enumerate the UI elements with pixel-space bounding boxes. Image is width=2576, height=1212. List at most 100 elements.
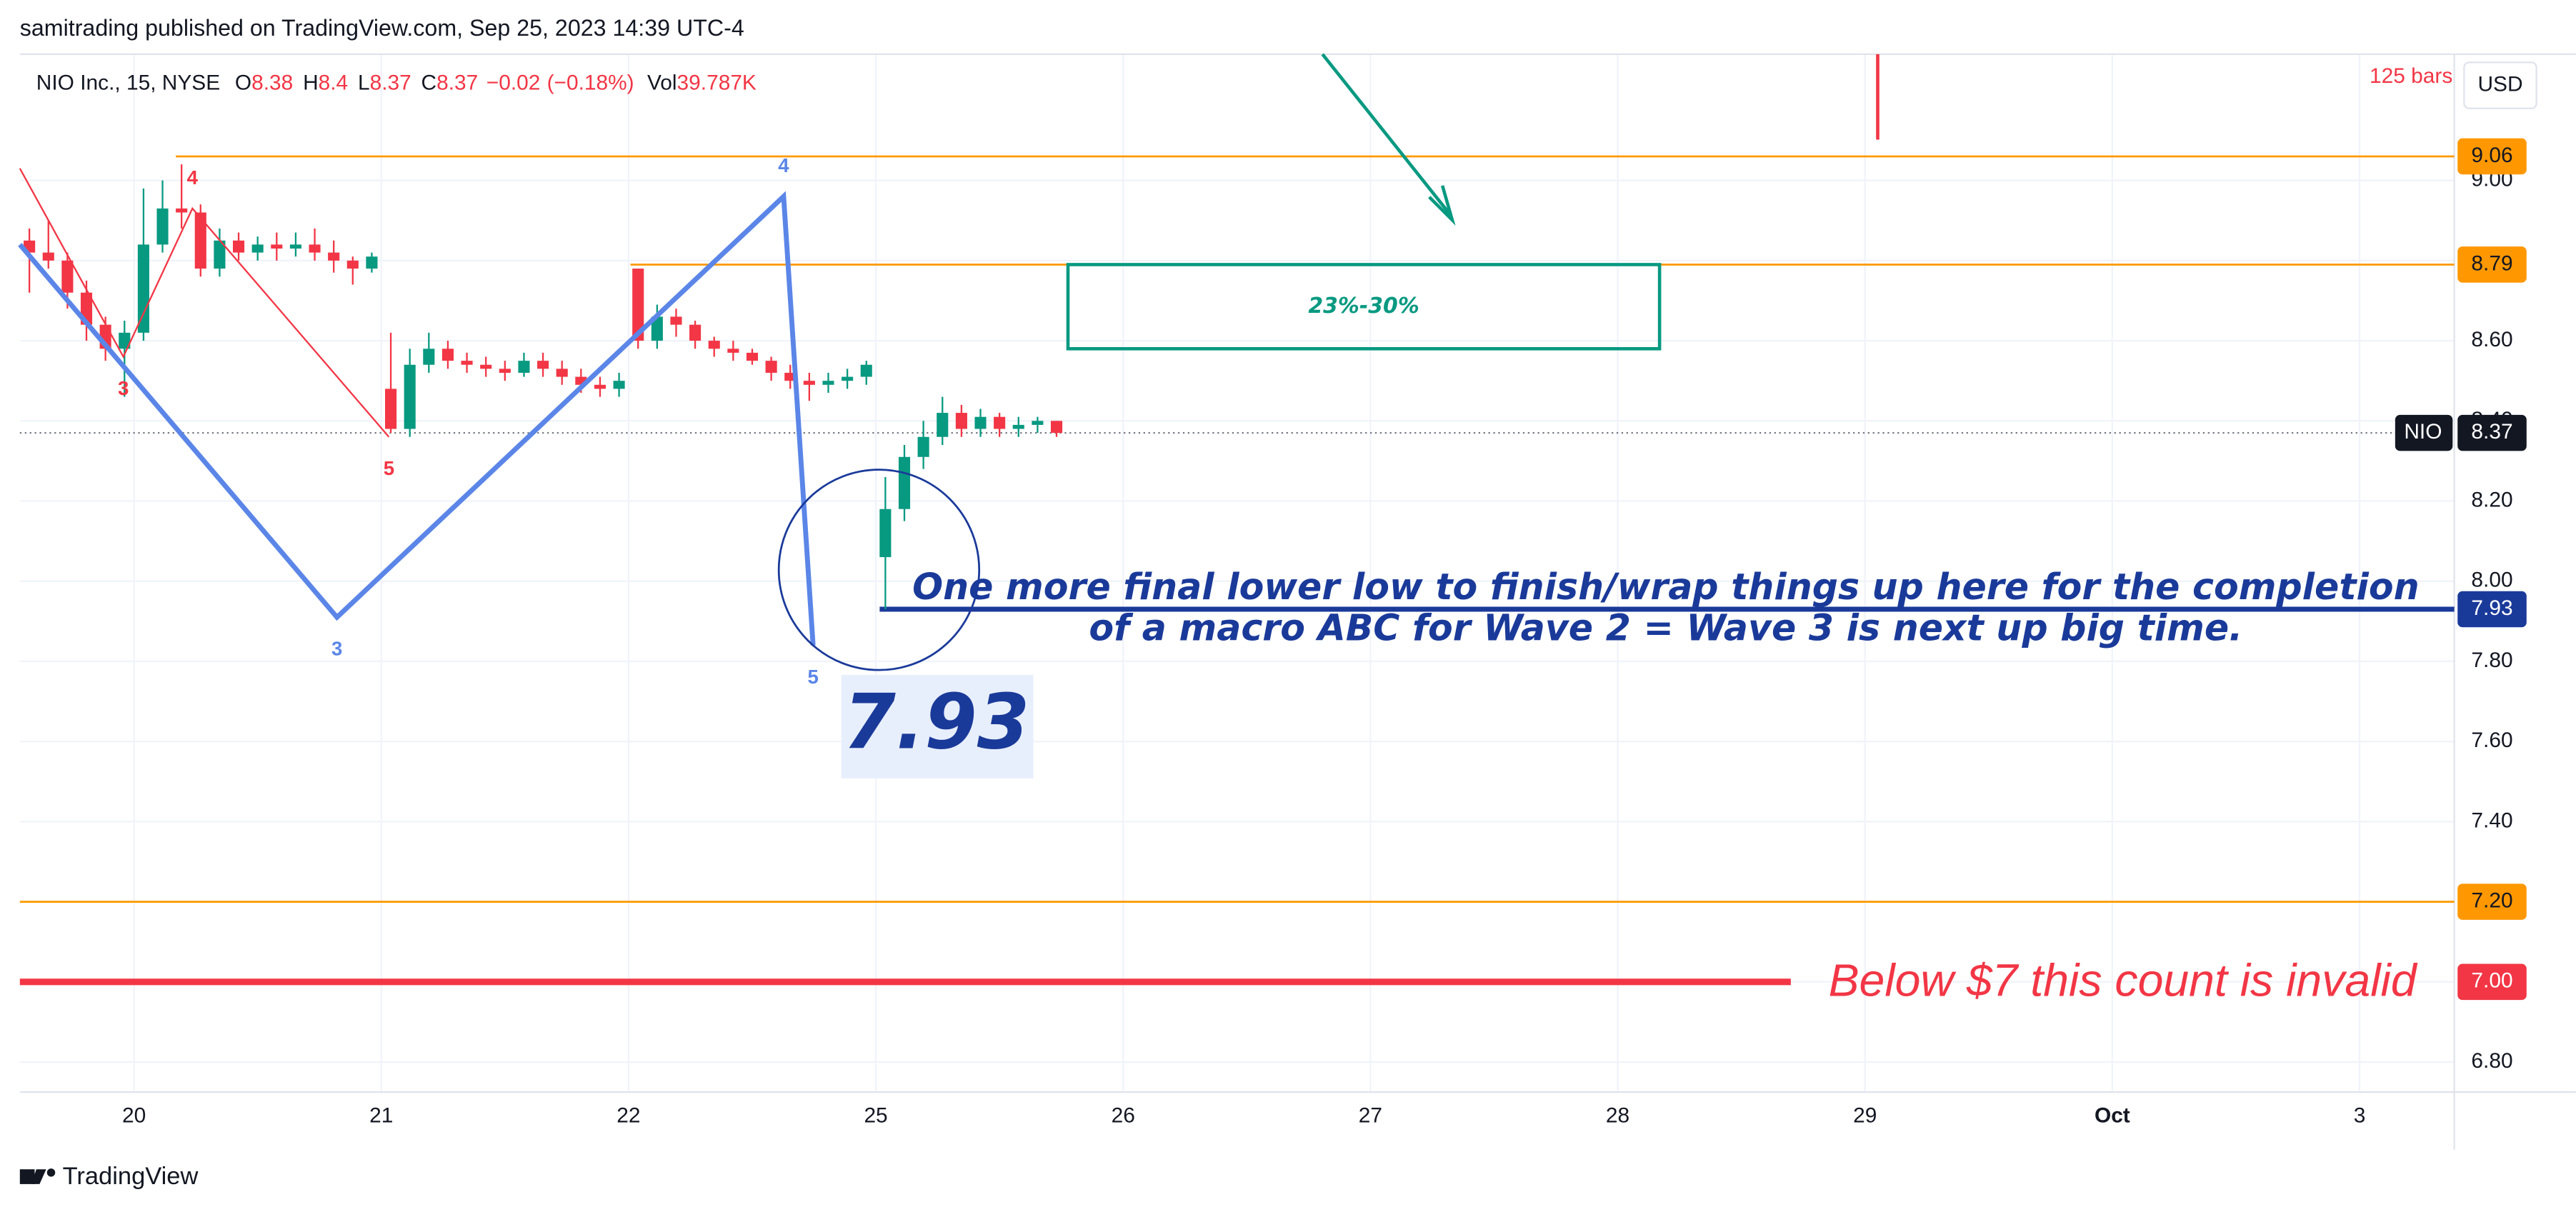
candle-body — [366, 256, 378, 269]
candle-body — [842, 376, 854, 381]
candle-body — [784, 372, 797, 381]
y-tick-label: 6.80 — [2471, 1049, 2512, 1073]
legend-change: −0.02 — [486, 71, 541, 94]
x-tick-label: 28 — [1606, 1104, 1629, 1128]
candle-body — [632, 269, 644, 341]
target-box — [1066, 263, 1662, 351]
callout-bg — [841, 675, 1034, 778]
legend-volume: 39.787K — [677, 71, 757, 94]
candle-body — [518, 361, 530, 373]
price-badge-label: 8.37 — [2471, 420, 2512, 444]
candle-body — [346, 260, 359, 269]
wave-label: 5 — [384, 457, 394, 479]
candle-body — [879, 509, 892, 558]
x-tick-label: 21 — [369, 1104, 393, 1128]
candle-body — [765, 361, 777, 373]
candle-body — [328, 252, 340, 261]
x-tick-label: 29 — [1853, 1104, 1877, 1128]
price-badge — [2457, 591, 2527, 628]
footer-logo — [19, 1168, 56, 1184]
arrow-head — [1428, 185, 1456, 226]
candle-body — [499, 369, 511, 373]
candle-body — [1032, 421, 1044, 425]
y-tick-label: 8.00 — [2471, 569, 2512, 592]
candle-body — [61, 260, 74, 293]
y-tick-label: 7.40 — [2471, 808, 2512, 832]
legend-volume-name: Vol — [647, 71, 677, 94]
wave-line — [19, 168, 390, 438]
legend-symbol: NIO Inc., 15, NYSE — [36, 71, 220, 94]
price-badge-label: 7.00 — [2471, 969, 2512, 993]
legend-field-value: 8.37 — [436, 71, 478, 94]
legend-field-label: L — [358, 71, 370, 94]
candle-body — [194, 212, 206, 269]
candle-body — [822, 381, 834, 385]
legend-change-pct: (−0.18%) — [547, 71, 634, 94]
legend-field-label: C — [421, 71, 437, 94]
x-tick-label: 26 — [1112, 1104, 1135, 1128]
candle-body — [214, 240, 226, 269]
annotation-line: One more final lower low to finish/wrap … — [912, 566, 2419, 608]
candle-body — [994, 416, 1006, 429]
legend-field-label: O — [235, 71, 251, 94]
candle-body — [289, 244, 301, 249]
candle-body — [156, 208, 169, 245]
candle-body — [441, 349, 454, 361]
symbol-badge — [2395, 414, 2453, 451]
candle-body — [423, 349, 435, 365]
candle-body — [119, 332, 131, 349]
wave-line — [18, 191, 816, 646]
annotation-line: of a macro ABC for Wave 2 = Wave 3 is ne… — [1089, 606, 2242, 648]
bars-count: 125 bars — [2370, 64, 2452, 88]
candle-body — [232, 240, 245, 253]
price-badge — [2457, 246, 2527, 283]
x-tick-label: 20 — [122, 1104, 146, 1128]
candle-body — [1050, 421, 1063, 434]
candle-body — [670, 316, 682, 325]
callout-price: 7.93 — [843, 678, 1029, 766]
candle-body — [955, 413, 967, 429]
candle-body — [746, 352, 759, 361]
candle-body — [556, 369, 568, 377]
candle-body — [271, 244, 283, 249]
candle-body — [575, 376, 587, 385]
candle-body — [461, 361, 473, 365]
header: samitrading published on TradingView.com… — [20, 15, 744, 41]
candle-body — [176, 208, 188, 213]
wave-label: 4 — [778, 154, 789, 176]
footer: TradingView — [63, 1163, 199, 1190]
candle-body — [1012, 424, 1024, 429]
x-tick-label: 3 — [2354, 1104, 2366, 1128]
candle-body — [898, 456, 911, 509]
y-tick-label: 7.60 — [2471, 728, 2512, 752]
price-badge — [2457, 414, 2527, 451]
target-box-label: 23%-30% — [1308, 294, 1419, 319]
price-badge — [2457, 138, 2527, 175]
x-tick-label: Oct — [2095, 1104, 2130, 1128]
x-tick-label: 25 — [864, 1104, 887, 1128]
candle-body — [727, 349, 739, 353]
price-badge-label: 9.06 — [2471, 144, 2512, 167]
legend-field-value: 8.37 — [370, 71, 411, 94]
wave-label: 5 — [808, 666, 819, 688]
candle-body — [42, 252, 54, 261]
logo-part — [46, 1168, 56, 1177]
legend: NIO Inc., 15, NYSE O8.38 H8.4 L8.37 C8.37 −0.… — [36, 71, 757, 94]
price-badge — [2457, 963, 2527, 1001]
legend-field-value: 8.4 — [319, 71, 349, 94]
candle-body — [137, 244, 149, 333]
candle-body — [613, 381, 625, 389]
y-tick-label: 7.80 — [2471, 648, 2512, 672]
candle-body — [651, 316, 663, 341]
invalid-note: Below $7 this count is invalid — [1829, 954, 2418, 1006]
currency-box — [2463, 61, 2537, 109]
candle-body — [251, 244, 264, 253]
price-badge-label: 7.20 — [2471, 889, 2512, 913]
logo-part — [19, 1169, 35, 1184]
price-badge — [2457, 883, 2527, 920]
arrow-line — [1321, 53, 1452, 216]
symbol-badge-label: NIO — [2404, 420, 2442, 444]
wave-label: 3 — [118, 377, 129, 399]
